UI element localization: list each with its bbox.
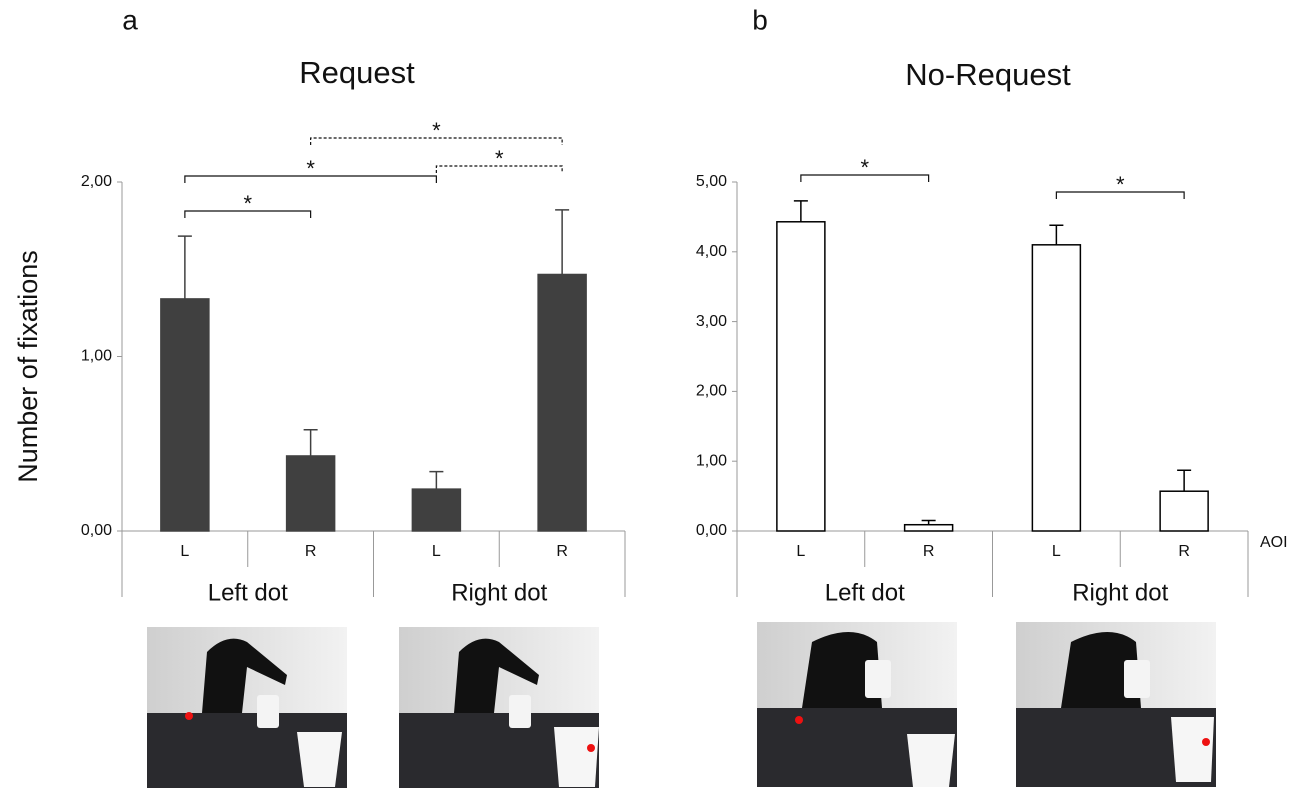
x-tick-label: L xyxy=(796,543,805,560)
significance-label: * xyxy=(495,146,504,171)
x-tick-label: R xyxy=(305,543,317,560)
photo xyxy=(1016,622,1216,787)
x-tick-label: R xyxy=(923,543,935,560)
significance-label: * xyxy=(1116,172,1125,197)
error-bar xyxy=(1049,224,1064,245)
photo xyxy=(399,627,599,788)
significance-bracket xyxy=(1055,191,1185,199)
y-tick-label: 3,00 xyxy=(696,313,727,330)
bar xyxy=(1159,490,1209,532)
bar xyxy=(1031,244,1082,532)
photo xyxy=(147,627,347,788)
bar xyxy=(903,523,954,532)
y-tick-label: 4,00 xyxy=(696,243,727,260)
error-bar xyxy=(555,209,570,275)
error-bar xyxy=(429,470,444,490)
y-tick-label: 1,00 xyxy=(81,348,112,365)
x-tick-label: R xyxy=(1178,543,1190,560)
significance-label: * xyxy=(860,155,869,180)
error-bar xyxy=(921,519,936,525)
bar xyxy=(411,488,462,532)
significance-label: * xyxy=(243,191,252,216)
photo xyxy=(757,622,957,787)
y-tick-label: 5,00 xyxy=(696,173,727,190)
significance-bracket xyxy=(435,165,563,173)
chart-title: Request xyxy=(299,55,415,90)
photos xyxy=(147,622,1216,788)
error-bar xyxy=(177,235,192,299)
bar xyxy=(285,455,336,532)
group-label: Right dot xyxy=(1072,579,1168,606)
group-label: Left dot xyxy=(825,579,905,606)
bar xyxy=(537,273,587,532)
x-tick-label: R xyxy=(556,543,568,560)
y-axis-label: Number of fixations xyxy=(13,250,43,483)
y-tick-label: 1,00 xyxy=(696,452,727,469)
panel-letter: a xyxy=(122,4,138,35)
error-bar xyxy=(1177,469,1192,492)
y-tick-label: 2,00 xyxy=(696,383,727,400)
significance-bracket xyxy=(310,137,563,145)
significance-label: * xyxy=(306,156,315,181)
significance-bracket xyxy=(800,174,930,182)
x-tick-label: L xyxy=(432,543,441,560)
y-tick-label: 0,00 xyxy=(696,522,727,539)
x-tick-label: L xyxy=(180,543,189,560)
group-label: Left dot xyxy=(208,579,288,606)
error-bar xyxy=(303,429,318,456)
significance-label: * xyxy=(432,118,441,143)
significance-bracket xyxy=(184,210,312,218)
panel-letter: b xyxy=(752,4,768,35)
error-bar xyxy=(793,200,808,222)
y-tick-label: 0,00 xyxy=(81,522,112,539)
x-axis-label: AOI xyxy=(1260,534,1288,551)
group-label: Right dot xyxy=(451,579,547,606)
y-tick-label: 2,00 xyxy=(81,173,112,190)
bar xyxy=(776,221,826,532)
bar xyxy=(160,298,210,532)
significance-bracket xyxy=(184,175,437,183)
chart-title: No-Request xyxy=(905,57,1071,92)
x-tick-label: L xyxy=(1052,543,1061,560)
